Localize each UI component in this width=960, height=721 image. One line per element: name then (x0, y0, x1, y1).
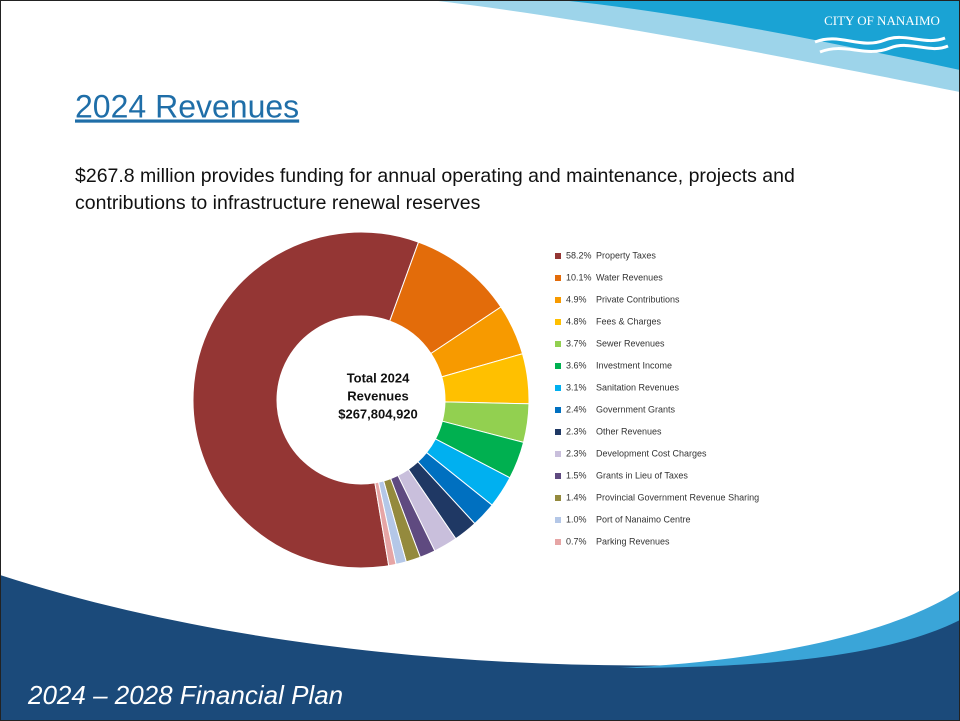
legend-label: Development Cost Charges (596, 448, 707, 458)
legend-swatch (555, 517, 561, 523)
legend-value: 1.0% (566, 514, 587, 524)
legend-swatch (555, 341, 561, 347)
legend-value: 4.9% (566, 294, 587, 304)
center-label: Total 2024 (347, 370, 410, 385)
legend-label: Sewer Revenues (596, 338, 665, 348)
legend-label: Sanitation Revenues (596, 382, 680, 392)
legend-swatch (555, 319, 561, 325)
legend-label: Investment Income (596, 360, 672, 370)
top-wave-dark (560, 0, 960, 70)
legend-value: 2.3% (566, 448, 587, 458)
legend-value: 2.4% (566, 404, 587, 414)
legend-swatch (555, 253, 561, 259)
legend-swatch (555, 363, 561, 369)
slide-title: 2024 Revenues (75, 88, 299, 124)
legend-label: Property Taxes (596, 250, 656, 260)
legend-value: 1.4% (566, 492, 587, 502)
legend-label: Government Grants (596, 404, 676, 414)
pie-slice (374, 481, 397, 567)
center-label: $267,804,920 (338, 406, 418, 421)
legend-value: 10.1% (566, 272, 592, 282)
legend-label: Parking Revenues (596, 536, 670, 546)
legend-label: Fees & Charges (596, 316, 662, 326)
bottom-band (0, 575, 960, 721)
legend-label: Other Revenues (596, 426, 662, 436)
legend-value: 1.5% (566, 470, 587, 480)
legend-swatch (555, 275, 561, 281)
pie-slice (192, 231, 420, 569)
subtitle-line: contributions to infrastructure renewal … (75, 192, 481, 214)
legend-value: 58.2% (566, 250, 592, 260)
legend-label: Grants in Lieu of Taxes (596, 470, 688, 480)
center-label: Revenues (347, 388, 408, 403)
legend-value: 3.7% (566, 338, 587, 348)
legend-label: Port of Nanaimo Centre (596, 514, 691, 524)
legend-label: Private Contributions (596, 294, 680, 304)
legend-value: 3.1% (566, 382, 587, 392)
legend-value: 0.7% (566, 536, 587, 546)
footer: 2024 – 2028 Financial Plan (27, 680, 343, 710)
legend-label: Water Revenues (596, 272, 663, 282)
legend-swatch (555, 429, 561, 435)
legend-swatch (555, 473, 561, 479)
legend-value: 2.3% (566, 426, 587, 436)
legend-swatch (555, 539, 561, 545)
legend-value: 4.8% (566, 316, 587, 326)
legend-swatch (555, 407, 561, 413)
legend-value: 3.6% (566, 360, 587, 370)
logo-waves (814, 35, 949, 54)
legend-swatch (555, 297, 561, 303)
legend-label: Provincial Government Revenue Sharing (596, 492, 759, 502)
subtitle-line: $267.8 million provides funding for annu… (75, 165, 795, 187)
logo: CITY OF NANAIMO (824, 13, 940, 28)
legend-swatch (555, 451, 561, 457)
legend-swatch (555, 385, 561, 391)
legend-swatch (555, 495, 561, 501)
bottom-accent (620, 590, 960, 668)
